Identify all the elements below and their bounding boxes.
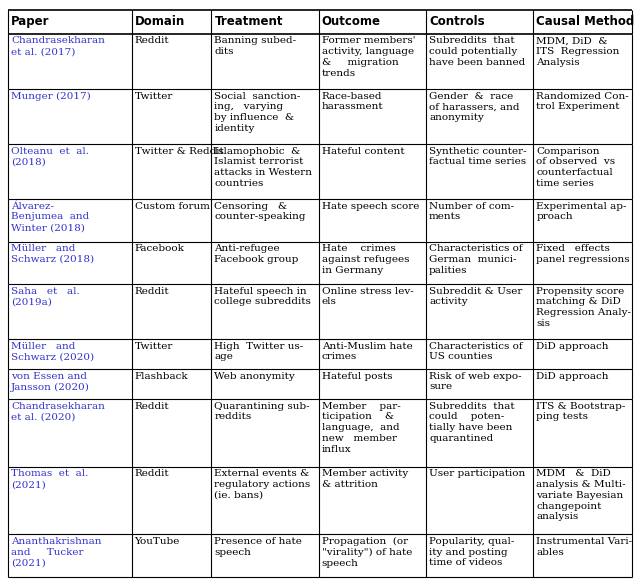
Text: Banning subed-
dits: Banning subed- dits: [214, 37, 296, 56]
Text: Paper: Paper: [11, 16, 49, 29]
Text: von Essen and
Jansson (2020): von Essen and Jansson (2020): [11, 372, 90, 392]
Text: Characteristics of
US counties: Characteristics of US counties: [429, 342, 523, 361]
Text: Number of com-
ments: Number of com- ments: [429, 201, 514, 221]
Text: Synthetic counter-
factual time series: Synthetic counter- factual time series: [429, 147, 527, 166]
Text: Propensity score
matching & DiD
Regression Analy-
sis: Propensity score matching & DiD Regressi…: [536, 287, 632, 328]
Text: Munger (2017): Munger (2017): [11, 91, 91, 101]
Text: Twitter & Reddit: Twitter & Reddit: [134, 147, 223, 155]
Text: User participation: User participation: [429, 469, 525, 478]
Text: Treatment: Treatment: [214, 16, 283, 29]
Text: Fixed   effects
panel regressions: Fixed effects panel regressions: [536, 244, 630, 264]
Text: High  Twitter us-
age: High Twitter us- age: [214, 342, 303, 361]
Text: Instrumental Vari-
ables: Instrumental Vari- ables: [536, 537, 632, 556]
Text: Hateful speech in
college subreddits: Hateful speech in college subreddits: [214, 287, 311, 307]
Text: Flashback: Flashback: [134, 372, 188, 381]
Text: Islamophobic  &
Islamist terrorist
attacks in Western
countries: Islamophobic & Islamist terrorist attack…: [214, 147, 312, 188]
Text: Twitter: Twitter: [134, 91, 173, 101]
Text: Web anonymity: Web anonymity: [214, 372, 295, 381]
Text: Müller   and
Schwarz (2020): Müller and Schwarz (2020): [11, 342, 94, 361]
Text: DiD approach: DiD approach: [536, 372, 609, 381]
Text: Race-based
harassment: Race-based harassment: [322, 91, 383, 111]
Text: Saha   et   al.
(2019a): Saha et al. (2019a): [11, 287, 80, 307]
Text: Hate    crimes
against refugees
in Germany: Hate crimes against refugees in Germany: [322, 244, 409, 275]
Text: Censoring   &
counter-speaking: Censoring & counter-speaking: [214, 201, 306, 221]
Text: Ananthakrishnan
and     Tucker
(2021): Ananthakrishnan and Tucker (2021): [11, 537, 102, 567]
Text: Hateful content: Hateful content: [322, 147, 404, 155]
Text: Subreddits  that
could    poten-
tially have been
quarantined: Subreddits that could poten- tially have…: [429, 402, 515, 443]
Text: Reddit: Reddit: [134, 469, 169, 478]
Text: Presence of hate
speech: Presence of hate speech: [214, 537, 302, 556]
Text: Domain: Domain: [134, 16, 185, 29]
Text: MDM, DiD  &
ITS  Regression
Analysis: MDM, DiD & ITS Regression Analysis: [536, 37, 620, 67]
Text: Anti-refugee
Facebook group: Anti-refugee Facebook group: [214, 244, 299, 264]
Text: Outcome: Outcome: [322, 16, 381, 29]
Text: Subreddits  that
could potentially
have been banned: Subreddits that could potentially have b…: [429, 37, 525, 67]
Text: Thomas  et  al.
(2021): Thomas et al. (2021): [11, 469, 88, 489]
Text: Facebook: Facebook: [134, 244, 184, 253]
Text: Randomized Con-
trol Experiment: Randomized Con- trol Experiment: [536, 91, 629, 111]
Text: External events &
regulatory actions
(ie. bans): External events & regulatory actions (ie…: [214, 469, 310, 500]
Text: Controls: Controls: [429, 16, 484, 29]
Text: Member    par-
ticipation    &
language,  and
new   member
influx: Member par- ticipation & language, and n…: [322, 402, 401, 454]
Text: Álvarez-
Benjumea  and
Winter (2018): Álvarez- Benjumea and Winter (2018): [11, 201, 89, 232]
Text: Reddit: Reddit: [134, 287, 169, 296]
Text: Propagation  (or
"virality") of hate
speech: Propagation (or "virality") of hate spee…: [322, 537, 412, 567]
Text: Hateful posts: Hateful posts: [322, 372, 392, 381]
Text: Custom forum: Custom forum: [134, 201, 209, 211]
Text: DiD approach: DiD approach: [536, 342, 609, 351]
Text: Reddit: Reddit: [134, 402, 169, 411]
Text: Characteristics of
German  munici-
palities: Characteristics of German munici- paliti…: [429, 244, 523, 275]
Text: Anti-Muslim hate
crimes: Anti-Muslim hate crimes: [322, 342, 413, 361]
Text: Müller   and
Schwarz (2018): Müller and Schwarz (2018): [11, 244, 94, 264]
Text: ITS & Bootstrap-
ping tests: ITS & Bootstrap- ping tests: [536, 402, 626, 421]
Text: Member activity
& attrition: Member activity & attrition: [322, 469, 408, 489]
Text: Online stress lev-
els: Online stress lev- els: [322, 287, 413, 307]
Text: Twitter: Twitter: [134, 342, 173, 351]
Text: Subreddit & User
activity: Subreddit & User activity: [429, 287, 522, 307]
Text: Hate speech score: Hate speech score: [322, 201, 419, 211]
Text: Social  sanction-
ing,   varying
by influence  &
identity: Social sanction- ing, varying by influen…: [214, 91, 301, 133]
Text: Experimental ap-
proach: Experimental ap- proach: [536, 201, 627, 221]
Text: YouTube: YouTube: [134, 537, 180, 546]
Text: MDM   &  DiD
analysis & Multi-
variate Bayesian
changepoint
analysis: MDM & DiD analysis & Multi- variate Baye…: [536, 469, 626, 521]
Text: Risk of web expo-
sure: Risk of web expo- sure: [429, 372, 522, 392]
Text: Comparison
of observed  vs
counterfactual
time series: Comparison of observed vs counterfactual…: [536, 147, 616, 188]
Text: Gender  &  race
of harassers, and
anonymity: Gender & race of harassers, and anonymit…: [429, 91, 520, 122]
Text: Olteanu  et  al.
(2018): Olteanu et al. (2018): [11, 147, 89, 166]
Text: Causal Method: Causal Method: [536, 16, 635, 29]
Text: Former members'
activity, language
&     migration
trends: Former members' activity, language & mig…: [322, 37, 415, 77]
Text: Chandrasekharan
et al. (2017): Chandrasekharan et al. (2017): [11, 37, 105, 56]
Text: Quarantining sub-
reddits: Quarantining sub- reddits: [214, 402, 310, 421]
Text: Reddit: Reddit: [134, 37, 169, 45]
Text: Popularity, qual-
ity and posting
time of videos: Popularity, qual- ity and posting time o…: [429, 537, 515, 567]
Text: Chandrasekharan
et al. (2020): Chandrasekharan et al. (2020): [11, 402, 105, 421]
